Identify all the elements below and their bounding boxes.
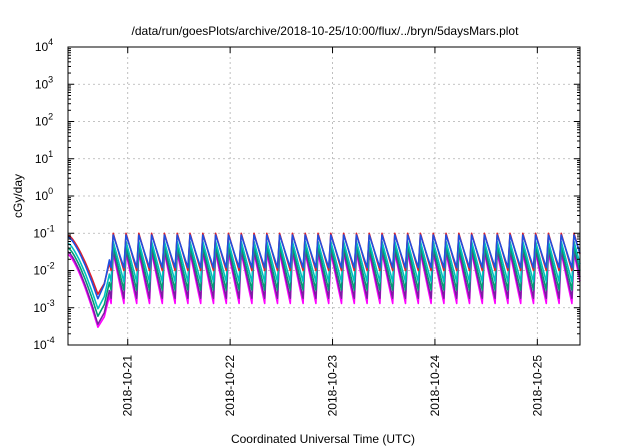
y-tick-label: 10-4 (33, 335, 54, 352)
y-tick-label: 10-2 (33, 261, 54, 278)
y-tick-exponent: -3 (47, 298, 55, 308)
y-tick-label: 102 (35, 112, 53, 129)
y-tick-base: 10 (33, 301, 47, 315)
y-tick-label: 103 (35, 74, 53, 91)
y-tick-base: 10 (33, 226, 47, 240)
y-tick-exponent: 4 (48, 37, 53, 47)
x-tick-label: 2018-10-25 (530, 355, 544, 417)
x-axis-label: Coordinated Universal Time (UTC) (231, 432, 415, 446)
x-tick-label: 2018-10-23 (326, 355, 340, 417)
y-tick-label: 104 (35, 37, 53, 54)
y-tick-label: 10-3 (33, 298, 54, 315)
series-group (67, 232, 581, 328)
y-tick-exponent: -4 (47, 335, 55, 345)
tick-marks (68, 46, 580, 346)
y-tick-exponent: 3 (48, 74, 53, 84)
y-tick-base: 10 (33, 264, 47, 278)
y-tick-label: 10-1 (33, 223, 54, 240)
y-tick-base: 10 (35, 189, 49, 203)
y-tick-label: 100 (35, 186, 53, 203)
y-tick-base: 10 (35, 152, 49, 166)
y-axis-label: cGy/day (11, 174, 25, 218)
chart-title: /data/run/goesPlots/archive/2018-10-25/1… (132, 24, 520, 38)
y-tick-exponent: 2 (48, 112, 53, 122)
y-tick-exponent: 1 (48, 149, 53, 159)
y-tick-exponent: 0 (48, 186, 53, 196)
x-tick-label: 2018-10-21 (121, 355, 135, 417)
y-tick-base: 10 (33, 338, 47, 352)
series-line-6 (67, 234, 581, 300)
y-tick-base: 10 (35, 40, 49, 54)
y-tick-base: 10 (35, 77, 49, 91)
y-tick-exponent: -2 (47, 261, 55, 271)
x-tick-label: 2018-10-22 (223, 355, 237, 417)
y-tick-exponent: -1 (47, 223, 55, 233)
grid (68, 47, 580, 345)
y-tick-label: 101 (35, 149, 53, 166)
x-tick-label: 2018-10-24 (428, 355, 442, 417)
y-tick-base: 10 (35, 115, 49, 129)
x-tick-labels: 2018-10-21 2018-10-22 2018-10-23 2018-10-24… (121, 355, 545, 417)
